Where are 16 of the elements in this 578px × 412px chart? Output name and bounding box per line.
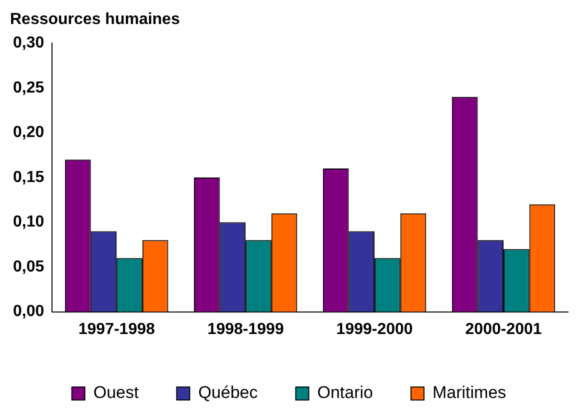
y-tick-label: 0,05 bbox=[13, 258, 44, 276]
x-tick-label: 1999-2000 bbox=[336, 320, 413, 338]
legend-label: Ouest bbox=[93, 383, 139, 402]
legend-label: Maritimes bbox=[432, 383, 506, 402]
legend-label: Ontario bbox=[317, 383, 373, 402]
y-tick-label: 0,20 bbox=[13, 124, 44, 142]
x-tick-label: 2000-2001 bbox=[465, 320, 542, 338]
x-tick-label: 1997-1998 bbox=[78, 320, 155, 338]
chart-title: Ressources humaines bbox=[10, 11, 180, 28]
legend-label: Québec bbox=[198, 383, 258, 402]
y-tick-label: 0,00 bbox=[13, 303, 44, 320]
y-tick-label: 0,15 bbox=[13, 168, 44, 186]
y-tick-label: 0,10 bbox=[13, 214, 44, 231]
y-tick-label: 0,30 bbox=[13, 34, 44, 52]
x-tick-label: 1998-1999 bbox=[207, 320, 284, 338]
y-tick-label: 0,25 bbox=[13, 79, 44, 96]
